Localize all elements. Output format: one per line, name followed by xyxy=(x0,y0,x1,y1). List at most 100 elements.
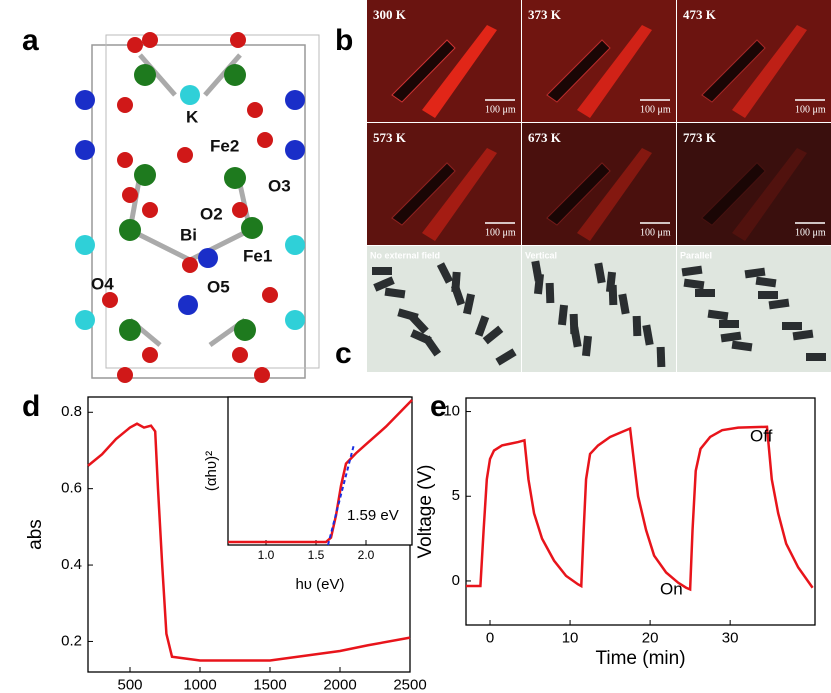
temperature: 773 K xyxy=(683,130,717,145)
rod xyxy=(683,278,705,290)
crystal xyxy=(391,162,456,226)
rod xyxy=(436,262,454,284)
structure xyxy=(75,32,320,383)
atom-label: O4 xyxy=(91,274,114,293)
y-tick-label: 0 xyxy=(452,572,460,589)
temperature: 673 K xyxy=(528,130,562,145)
crystal xyxy=(546,39,611,103)
atom-label: O5 xyxy=(207,277,230,296)
temperature: 473 K xyxy=(683,7,717,22)
rod xyxy=(397,308,419,322)
rod xyxy=(695,289,715,297)
y-axis-label: abs xyxy=(25,519,46,550)
y-tick-label: 0.6 xyxy=(61,480,82,497)
x-tick-label: 2500 xyxy=(393,676,426,693)
y-tick-label: 0.2 xyxy=(61,632,82,649)
x-tick-label: 0 xyxy=(486,629,494,646)
atom-label: K xyxy=(186,107,199,126)
micrographs: 300 K 100 μm 373 K 100 μm 473 K 100 μm 573 K 10… xyxy=(367,0,831,372)
rod xyxy=(495,348,517,366)
y-axis-label: Voltage (V) xyxy=(415,465,436,559)
rod xyxy=(642,324,654,346)
crystal xyxy=(422,25,497,118)
rod xyxy=(782,322,802,330)
annotation: Off xyxy=(750,426,773,445)
x-tick-label: 2.0 xyxy=(358,548,375,562)
rod xyxy=(632,315,642,337)
rod xyxy=(581,335,593,357)
temperature: 573 K xyxy=(373,130,407,145)
rod xyxy=(618,293,630,315)
rod xyxy=(608,284,618,306)
rod xyxy=(758,291,778,299)
x-tick-label: 2000 xyxy=(323,676,356,693)
micrograph xyxy=(522,123,676,245)
x-tick-label: 10 xyxy=(562,629,579,646)
rod xyxy=(410,329,432,345)
y-tick-label: 0.8 xyxy=(61,403,82,420)
rod xyxy=(768,298,790,310)
crystal xyxy=(577,148,652,241)
rod xyxy=(719,320,739,328)
rod xyxy=(806,353,826,361)
rod xyxy=(373,276,395,292)
temperature: 300 K xyxy=(373,7,407,22)
rod xyxy=(570,326,582,348)
alignment-label: Vertical xyxy=(525,250,557,260)
rod xyxy=(681,265,703,277)
y-tick-label: 5 xyxy=(452,487,460,504)
rod xyxy=(463,293,475,315)
panel-letter: c xyxy=(335,337,352,370)
atom-label: Fe2 xyxy=(210,136,239,155)
rod xyxy=(545,282,555,304)
x-tick-label: 20 xyxy=(642,629,659,646)
scale-label: 100 μm xyxy=(795,104,826,115)
crystal xyxy=(577,25,652,118)
crystal xyxy=(701,162,766,226)
rod xyxy=(594,262,606,284)
rod xyxy=(656,346,666,368)
panel-letter: a xyxy=(22,24,39,57)
crystal xyxy=(732,25,807,118)
rod xyxy=(533,273,545,295)
rod xyxy=(557,304,569,326)
crystal xyxy=(546,162,611,226)
panel-letter: e xyxy=(430,390,447,423)
rod xyxy=(707,309,729,321)
x-tick-label: 1500 xyxy=(253,676,286,693)
micrograph xyxy=(367,123,521,245)
rod xyxy=(731,340,753,352)
fit-line xyxy=(327,444,355,546)
rod xyxy=(792,329,814,341)
crystal xyxy=(701,39,766,103)
atom-label: Bi xyxy=(180,225,197,244)
plot-frame xyxy=(227,396,413,546)
y-tick-label: 10 xyxy=(443,403,460,420)
panel-letter: d xyxy=(22,390,40,423)
x-tick-label: 1.5 xyxy=(308,548,325,562)
rod xyxy=(720,331,742,343)
temperature: 373 K xyxy=(528,7,562,22)
crystal xyxy=(732,148,807,241)
alignment-image xyxy=(677,246,831,372)
scale-label: 100 μm xyxy=(795,227,826,238)
y-axis-label: (αhυ)² xyxy=(203,451,220,491)
atom-label: O3 xyxy=(268,176,291,195)
panel-letter: b xyxy=(335,24,353,57)
scale-label: 100 μm xyxy=(640,227,671,238)
micrograph xyxy=(677,123,831,245)
crystal xyxy=(422,148,497,241)
rod xyxy=(755,276,777,288)
x-tick-label: 500 xyxy=(117,676,142,693)
x-axis-label: hυ (eV) xyxy=(295,576,344,593)
x-axis-label: Time (min) xyxy=(595,648,685,669)
rod xyxy=(372,267,392,275)
rod xyxy=(474,315,490,337)
alignment-label: Parallel xyxy=(680,250,712,260)
rod xyxy=(384,287,406,299)
annotation: 1.59 eV xyxy=(347,507,399,524)
annotation: On xyxy=(660,579,683,598)
x-tick-label: 1000 xyxy=(183,676,216,693)
x-tick-label: 30 xyxy=(722,629,739,646)
